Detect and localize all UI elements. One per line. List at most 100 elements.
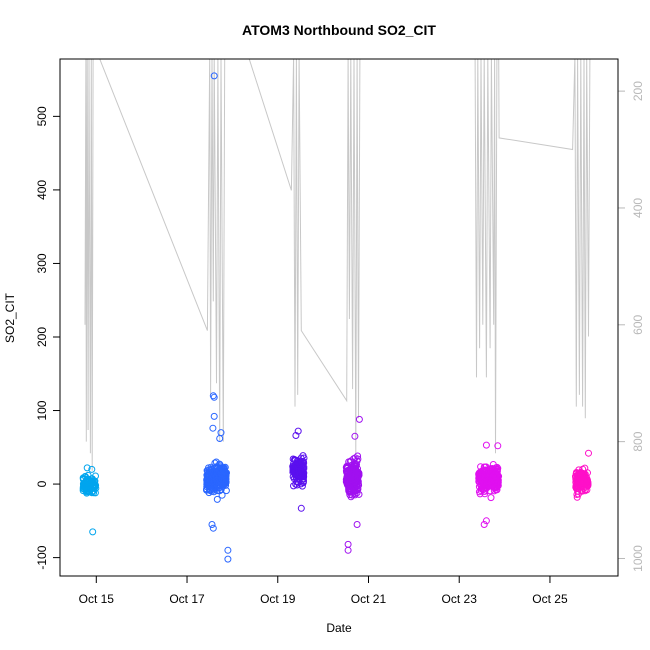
data-point <box>482 441 490 449</box>
data-point <box>224 546 232 554</box>
data-point <box>217 463 225 471</box>
data-point <box>289 473 297 481</box>
data-point <box>482 484 490 492</box>
y-tick-label: 300 <box>35 253 49 273</box>
scatter-points <box>79 72 592 563</box>
data-point <box>350 487 358 495</box>
data-point <box>483 480 491 488</box>
data-point <box>344 477 352 485</box>
x-tick-label: Oct 25 <box>532 592 568 606</box>
data-point <box>343 467 351 475</box>
data-point <box>348 491 356 499</box>
data-point <box>298 459 306 467</box>
y-tick-label: 200 <box>35 327 49 347</box>
data-point <box>87 484 95 492</box>
data-point <box>480 521 488 528</box>
point-group-5 <box>475 441 503 528</box>
data-point <box>91 477 99 485</box>
chart-title: ATOM3 Northbound SO2_CIT <box>242 22 436 38</box>
data-point <box>492 484 500 491</box>
y2-tick-label: 200 <box>631 81 645 101</box>
data-point <box>585 449 592 457</box>
data-point <box>209 524 217 532</box>
point-group-3 <box>289 427 308 512</box>
y-tick-label: 500 <box>35 106 49 126</box>
data-point <box>292 432 300 439</box>
data-point <box>574 490 582 498</box>
data-point <box>208 521 216 528</box>
data-point <box>83 464 91 472</box>
data-point <box>344 546 352 554</box>
data-point <box>210 72 218 80</box>
trace-series-line <box>84 59 591 471</box>
data-point <box>84 475 91 483</box>
data-point <box>351 464 359 472</box>
data-point <box>92 472 99 480</box>
data-point <box>205 485 213 493</box>
trace-lines <box>84 59 591 471</box>
data-point <box>205 478 213 486</box>
data-point <box>219 483 227 490</box>
data-point <box>354 452 362 460</box>
data-point <box>297 504 305 512</box>
data-point <box>216 435 224 442</box>
x-axis-label: Date <box>326 621 352 635</box>
data-point <box>205 464 212 472</box>
data-point <box>296 470 304 478</box>
x-tick-label: Oct 15 <box>79 592 115 606</box>
data-point <box>482 517 490 525</box>
data-point <box>208 478 216 486</box>
point-group-4 <box>342 415 363 554</box>
x-tick-label: Oct 19 <box>260 592 296 606</box>
data-point <box>493 467 501 475</box>
data-point <box>577 471 585 479</box>
data-point <box>79 475 87 483</box>
data-point <box>487 479 495 487</box>
data-point <box>487 494 495 502</box>
data-point <box>494 442 502 450</box>
data-point <box>480 487 488 495</box>
data-point <box>209 424 217 432</box>
plot-frame <box>59 58 619 577</box>
y-axis-label: SO2_CIT <box>3 292 17 343</box>
data-point <box>88 465 96 473</box>
data-point <box>354 478 362 486</box>
data-point <box>293 478 301 486</box>
data-point <box>213 495 221 503</box>
data-point <box>351 478 358 486</box>
data-point <box>350 475 358 483</box>
x-tick-label: Oct 23 <box>442 592 478 606</box>
y2-tick-label: 400 <box>631 198 645 218</box>
data-point <box>210 393 218 401</box>
data-point <box>88 477 96 485</box>
data-point <box>482 467 490 475</box>
data-point <box>297 471 305 479</box>
data-point <box>351 432 359 440</box>
data-point <box>581 480 589 487</box>
data-point <box>289 464 297 471</box>
data-point <box>493 474 501 481</box>
axes: Oct 15 Oct 17 Oct 19 Oct 21 Oct 23 Oct 25 -100… <box>35 81 645 606</box>
x-tick-label: Oct 17 <box>169 592 205 606</box>
data-point <box>584 480 592 488</box>
data-point <box>484 472 492 480</box>
x-tick-label: Oct 21 <box>351 592 387 606</box>
data-point <box>224 555 232 563</box>
data-point <box>91 489 99 497</box>
data-point <box>89 528 97 536</box>
data-point <box>572 483 580 491</box>
y2-tick-label: 1000 <box>631 545 645 572</box>
data-point <box>347 457 355 465</box>
y2-tick-label: 800 <box>631 431 645 451</box>
data-point <box>579 481 587 489</box>
data-point <box>346 458 354 466</box>
y-tick-label: 100 <box>35 400 49 420</box>
y-tick-label: 400 <box>35 180 49 200</box>
data-point <box>483 482 491 490</box>
data-point <box>221 476 229 484</box>
y2-tick-label: 600 <box>631 314 645 334</box>
data-point <box>293 481 301 489</box>
data-point <box>299 471 307 479</box>
data-point <box>481 472 489 479</box>
